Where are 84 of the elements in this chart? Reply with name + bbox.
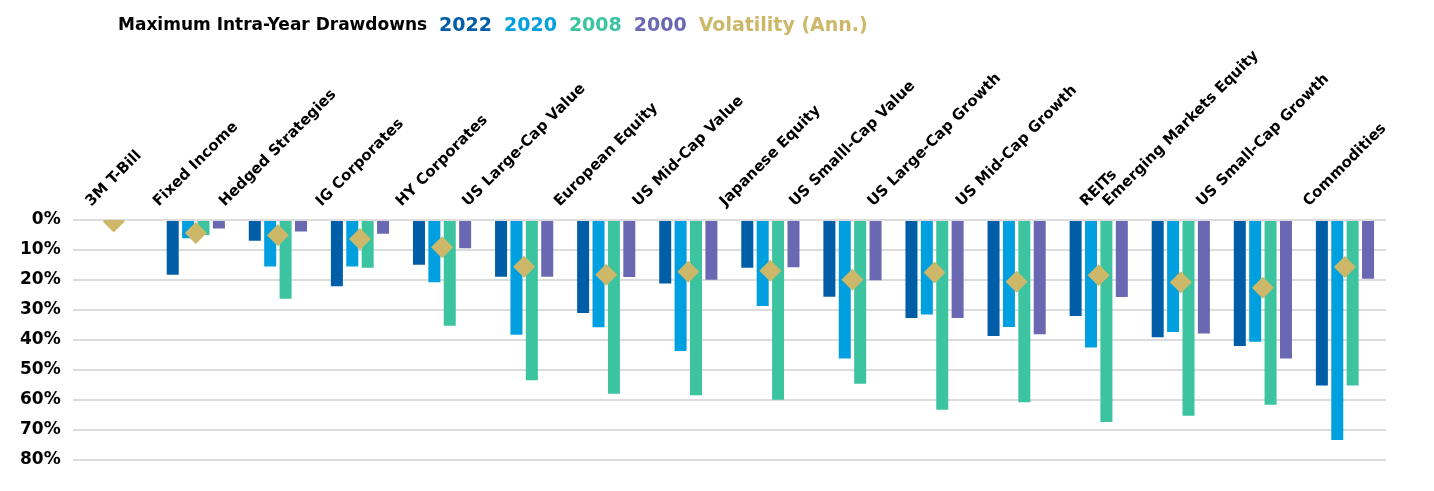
bar — [705, 221, 718, 280]
bar — [1249, 221, 1262, 342]
text: 2020 — [504, 13, 557, 35]
bar — [787, 221, 800, 268]
y-tick-label: 0% — [31, 208, 61, 229]
y-tick-label: 50% — [19, 358, 61, 379]
bar — [1151, 221, 1164, 338]
y-tick-label: 80% — [19, 448, 61, 469]
bar — [212, 221, 225, 229]
bar — [248, 221, 261, 241]
bar — [1018, 221, 1031, 403]
bar — [541, 221, 554, 277]
bar — [674, 221, 687, 351]
point — [513, 255, 536, 278]
bar — [1033, 221, 1046, 335]
bar — [1264, 221, 1277, 405]
point — [759, 259, 782, 282]
bar — [772, 221, 785, 400]
point — [1005, 270, 1028, 293]
y-tick-label: 60% — [19, 388, 61, 409]
point — [841, 268, 864, 291]
point — [923, 261, 946, 284]
point — [348, 227, 371, 250]
point — [1087, 264, 1110, 287]
bar — [920, 221, 933, 315]
bar — [1233, 221, 1246, 346]
legend-title: Maximum Intra-Year Drawdowns — [118, 14, 428, 34]
y-tick-label: 40% — [19, 328, 61, 349]
text: 2022 — [439, 13, 492, 35]
bar — [905, 221, 918, 319]
bar — [854, 221, 867, 384]
bar — [443, 221, 456, 326]
bar — [1182, 221, 1195, 416]
bar — [577, 221, 590, 313]
bar — [1346, 221, 1359, 386]
bar — [1085, 221, 1098, 348]
bar — [495, 221, 508, 277]
bar — [1197, 221, 1210, 334]
point — [595, 263, 618, 286]
bar — [823, 221, 836, 297]
bar — [330, 221, 343, 287]
bar — [592, 221, 605, 328]
bar — [1279, 221, 1292, 359]
bar — [987, 221, 1000, 336]
text: Volatility (Ann.) — [698, 13, 868, 35]
bar — [279, 221, 292, 299]
bar — [459, 221, 472, 249]
point — [1169, 271, 1192, 294]
bar — [869, 221, 882, 281]
bar — [1315, 221, 1328, 386]
bar — [623, 221, 636, 277]
bar — [659, 221, 672, 284]
point — [184, 221, 207, 244]
point — [1333, 256, 1356, 279]
bar — [838, 221, 851, 359]
bar — [936, 221, 949, 410]
bar — [166, 221, 179, 275]
point — [677, 260, 700, 283]
y-tick-label: 70% — [19, 418, 61, 439]
bar — [1069, 221, 1082, 316]
text: 2000 — [633, 13, 687, 35]
point — [266, 224, 289, 247]
bar — [607, 221, 620, 394]
bar — [1115, 221, 1128, 298]
bar — [294, 221, 307, 232]
text: 2008 — [568, 13, 622, 35]
bar — [741, 221, 754, 268]
bar — [525, 221, 538, 381]
bar — [510, 221, 523, 335]
bar — [1362, 221, 1375, 279]
bar — [690, 221, 702, 396]
bar — [756, 221, 769, 307]
bar — [1167, 221, 1180, 333]
y-tick-label: 30% — [19, 298, 61, 319]
bar — [951, 221, 964, 319]
bar — [377, 221, 390, 234]
bar — [1002, 221, 1015, 328]
point — [1251, 276, 1274, 299]
y-tick-label: 20% — [19, 268, 61, 289]
point — [431, 236, 454, 259]
bar — [1100, 221, 1113, 423]
y-tick-label: 10% — [19, 238, 61, 259]
bar — [1331, 221, 1344, 441]
bar — [412, 221, 425, 265]
